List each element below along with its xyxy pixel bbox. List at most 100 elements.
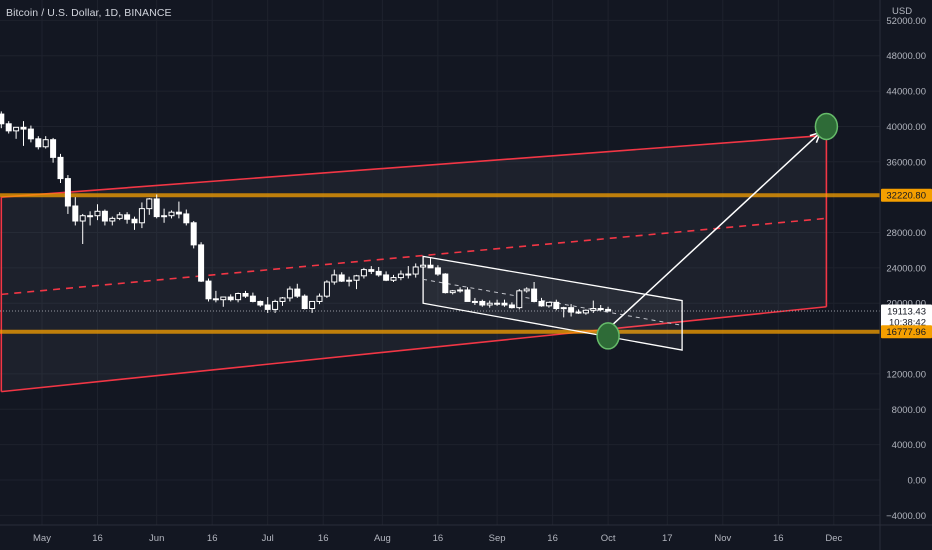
candle-body: [427, 264, 434, 269]
y-tick-label: 20000.00: [886, 299, 926, 310]
candle-body: [545, 301, 552, 307]
x-tick-label: Oct: [601, 533, 616, 544]
candle-body: [242, 292, 249, 297]
candle-body: [383, 274, 390, 281]
candle-body: [109, 217, 116, 222]
candle-body: [124, 214, 131, 220]
candle-body: [323, 281, 330, 297]
candle-body: [20, 126, 27, 130]
candle-body: [301, 295, 308, 310]
x-tick-label: Jul: [262, 533, 274, 544]
candle-body: [309, 300, 316, 310]
candle-body: [79, 215, 86, 222]
candle-body: [272, 300, 279, 310]
target-circle[interactable]: [596, 322, 620, 350]
y-tick-label: 44000.00: [886, 87, 926, 98]
x-tick-label: 16: [547, 533, 558, 544]
x-tick-label: Sep: [489, 533, 506, 544]
x-tick-label: 16: [92, 533, 103, 544]
candle-body: [405, 273, 412, 276]
candle-body: [412, 266, 419, 275]
y-tick-label: 4000.00: [892, 440, 926, 451]
candle-body: [72, 205, 79, 222]
candle-body: [479, 300, 486, 306]
candle-body: [420, 264, 427, 268]
candle-body: [390, 277, 397, 281]
candle-body: [116, 214, 123, 219]
candle-body: [575, 311, 582, 314]
candle-body: [523, 288, 530, 292]
ascending-channel-middle-line[interactable]: [1, 217, 827, 296]
candle-body: [316, 295, 323, 302]
y-tick-label: 48000.00: [886, 51, 926, 62]
level-price-badge: [881, 188, 932, 202]
candle-body: [205, 280, 212, 300]
candle-body: [531, 288, 538, 302]
candle-body: [442, 273, 449, 294]
x-tick-label: Dec: [825, 533, 842, 544]
candle-body: [235, 292, 242, 301]
candle-body: [553, 301, 560, 310]
candle-body: [538, 300, 545, 307]
y-tick-label: 8000.00: [892, 405, 926, 416]
y-tick-label: 12000.00: [886, 369, 926, 380]
candle-body: [375, 270, 382, 276]
candle-body: [153, 198, 160, 218]
candle-body: [331, 274, 338, 283]
candle-body: [286, 288, 293, 299]
descending-channel-midline: [423, 278, 683, 326]
candle-body: [605, 308, 612, 312]
currency-label: USD: [892, 6, 913, 17]
x-tick-label: May: [33, 533, 51, 544]
candle-body: [486, 302, 493, 306]
level-price-badge: [881, 325, 932, 339]
candle-body: [368, 269, 375, 272]
x-tick-label: 16: [433, 533, 444, 544]
projection-arrow-line[interactable]: [607, 131, 821, 330]
candle-body: [264, 304, 271, 310]
x-tick-label: 16: [207, 533, 218, 544]
candle-body: [338, 274, 345, 282]
symbol-title: Bitcoin / U.S. Dollar, 1D, BINANCE: [6, 7, 172, 19]
candle-body: [494, 302, 501, 305]
candle-body: [50, 139, 57, 158]
x-tick-label: 17: [662, 533, 673, 544]
candle-body: [175, 211, 182, 215]
candle-body: [471, 300, 478, 303]
x-tick-label: 16: [318, 533, 329, 544]
y-tick-label: 24000.00: [886, 263, 926, 274]
candle-body: [464, 289, 471, 302]
x-tick-label: Aug: [374, 533, 391, 544]
target-circle[interactable]: [814, 112, 839, 141]
candle-body: [183, 213, 190, 224]
y-tick-label: 36000.00: [886, 157, 926, 168]
price-label-text: 19113.43: [887, 307, 926, 318]
ascending-channel-lower-line[interactable]: [1, 305, 827, 393]
x-tick-label: 16: [773, 533, 784, 544]
descending-channel[interactable]: [422, 255, 683, 351]
candle-body: [94, 210, 101, 217]
price-axis[interactable]: [880, 0, 932, 550]
candle-body: [161, 215, 168, 218]
candle-body: [353, 275, 360, 281]
candle-body: [0, 113, 5, 125]
candle-body: [597, 308, 604, 311]
candle-body: [516, 290, 523, 309]
candle-body: [560, 307, 567, 310]
x-tick-label: Jun: [149, 533, 164, 544]
ascending-channel-upper-line[interactable]: [1, 134, 827, 198]
candle-body: [508, 304, 515, 309]
candle-body: [57, 156, 64, 180]
candle-body: [449, 290, 456, 294]
candle-body: [582, 309, 589, 314]
candle-body: [198, 244, 205, 282]
y-tick-label: −4000.00: [886, 511, 926, 522]
candle-body: [294, 288, 301, 297]
last-price-badge: [881, 304, 932, 329]
price-label-text: 16777.96: [886, 327, 926, 338]
candle-body: [131, 218, 138, 224]
candle-body: [590, 308, 597, 311]
